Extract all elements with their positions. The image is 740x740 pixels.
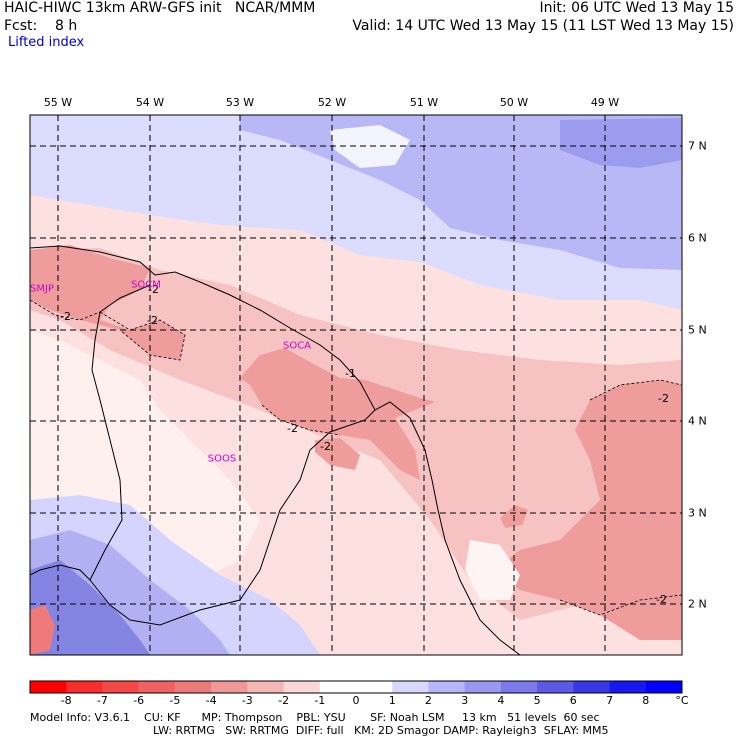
contour-label: -2	[147, 314, 158, 327]
lat-label: 3 N	[688, 506, 707, 520]
colorbar-label: -5	[169, 694, 181, 707]
valid-time: Valid: 14 UTC Wed 13 May 15 (11 LST Wed …	[352, 18, 734, 34]
contour-line	[559, 594, 682, 616]
colorbar-swatch	[30, 681, 67, 693]
colorbar-label: °C	[675, 694, 689, 707]
coastline	[30, 245, 521, 655]
pink-dark-east	[495, 380, 682, 640]
colorbar-label: 0	[352, 694, 360, 707]
contour-label: -1	[345, 367, 356, 380]
contour-line	[30, 299, 101, 321]
border-west	[30, 268, 151, 581]
colorbar	[29, 680, 683, 694]
colorbar-swatch	[138, 681, 176, 693]
colorbar-label: -7	[96, 694, 108, 707]
contour-line	[261, 404, 341, 436]
lon-label: 49 W	[590, 96, 620, 109]
colorbar-swatch	[66, 681, 103, 693]
colorbar-label: 5	[533, 694, 541, 707]
lon-label: 55 W	[43, 96, 73, 109]
map-frame	[29, 114, 683, 656]
colorbar-swatch	[392, 681, 429, 693]
lat-label: 7 N	[688, 139, 707, 153]
colorbar-swatch	[464, 681, 502, 693]
model-title: HAIC-HIWC 13km ARW-GFS init NCAR/MMM	[4, 0, 316, 16]
blue-region-southwest-dark	[30, 560, 150, 655]
colorbar-swatch	[283, 681, 321, 693]
colorbar-swatch	[573, 681, 611, 693]
pink-dark-south	[315, 438, 360, 470]
init-time: Init: 06 UTC Wed 13 May 15	[539, 0, 734, 16]
lat-label: 4 N	[688, 414, 707, 428]
contour-label: -2	[287, 422, 298, 435]
colorbar-swatch	[537, 681, 574, 693]
colorbar-label: 1	[388, 694, 396, 707]
model-info-line-1: Model Info: V3.6.1 CU: KF MP: Thompson P…	[30, 711, 600, 724]
colorbar-swatch	[500, 681, 538, 693]
lat-label: 2 N	[688, 597, 707, 611]
colorbar-swatch	[356, 681, 393, 693]
lon-label: 51 W	[409, 96, 439, 109]
colorbar-swatch	[174, 681, 212, 693]
border-south	[89, 409, 376, 626]
lon-label: 52 W	[317, 96, 347, 109]
contour-line	[589, 379, 682, 401]
station-soca: SOCA	[282, 340, 312, 352]
station-socm: SOCM	[131, 279, 161, 291]
contours	[30, 299, 682, 616]
field-name: Lifted index	[8, 35, 85, 50]
model-info-line-2: LW: RRTMG SW: RRTMG DIFF: full KM: 2D Sm…	[153, 724, 609, 737]
lat-label: 5 N	[688, 323, 707, 337]
lon-label: 50 W	[499, 96, 529, 109]
contour-label: -2	[656, 593, 667, 606]
colorbar-label: 8	[642, 694, 650, 707]
station-smjp: SMJP	[30, 283, 54, 295]
colorbar-label: 6	[569, 694, 577, 707]
colorbar-label: 2	[424, 694, 432, 707]
colorbar-swatch	[428, 681, 466, 693]
lon-label: 53 W	[225, 96, 255, 109]
colorbar-swatch	[645, 681, 683, 693]
colorbar-swatch	[319, 681, 357, 693]
forecast-hour: Fcst: 8 h	[4, 18, 78, 34]
contour-label: -2	[320, 440, 331, 453]
red-patch-southwest	[30, 605, 55, 655]
colorbar-label: -2	[278, 694, 290, 707]
light-region-southwest	[30, 330, 260, 580]
colorbar-label: -6	[133, 694, 145, 707]
colorbar-label: 4	[497, 694, 505, 707]
colorbar-label: -3	[241, 694, 253, 707]
blue-region-north-dark	[560, 118, 682, 168]
white-patch-south	[465, 540, 520, 600]
colorbar-label: 7	[606, 694, 614, 707]
contour-label: -2	[658, 392, 669, 405]
pink-dark-center	[240, 348, 435, 480]
station-soos: SOOS	[207, 453, 237, 465]
colorbar-label: -4	[205, 694, 217, 707]
lon-label: 54 W	[135, 96, 165, 109]
graticule	[30, 115, 682, 655]
colorbar-label: 3	[461, 694, 469, 707]
coastlines	[30, 245, 521, 655]
colorbar-swatch	[211, 681, 248, 693]
colorbar-swatch	[609, 681, 647, 693]
colorbar-label: -1	[314, 694, 326, 707]
pink-dark-west	[30, 245, 185, 360]
colorbar-swatch	[247, 681, 285, 693]
colorbar-frame	[29, 680, 683, 694]
colorbar-label: -8	[60, 694, 72, 707]
contour-label: -2	[60, 310, 71, 323]
lat-label: 6 N	[688, 231, 707, 245]
contour-label: -2	[148, 283, 159, 296]
colorbar-swatch	[102, 681, 140, 693]
